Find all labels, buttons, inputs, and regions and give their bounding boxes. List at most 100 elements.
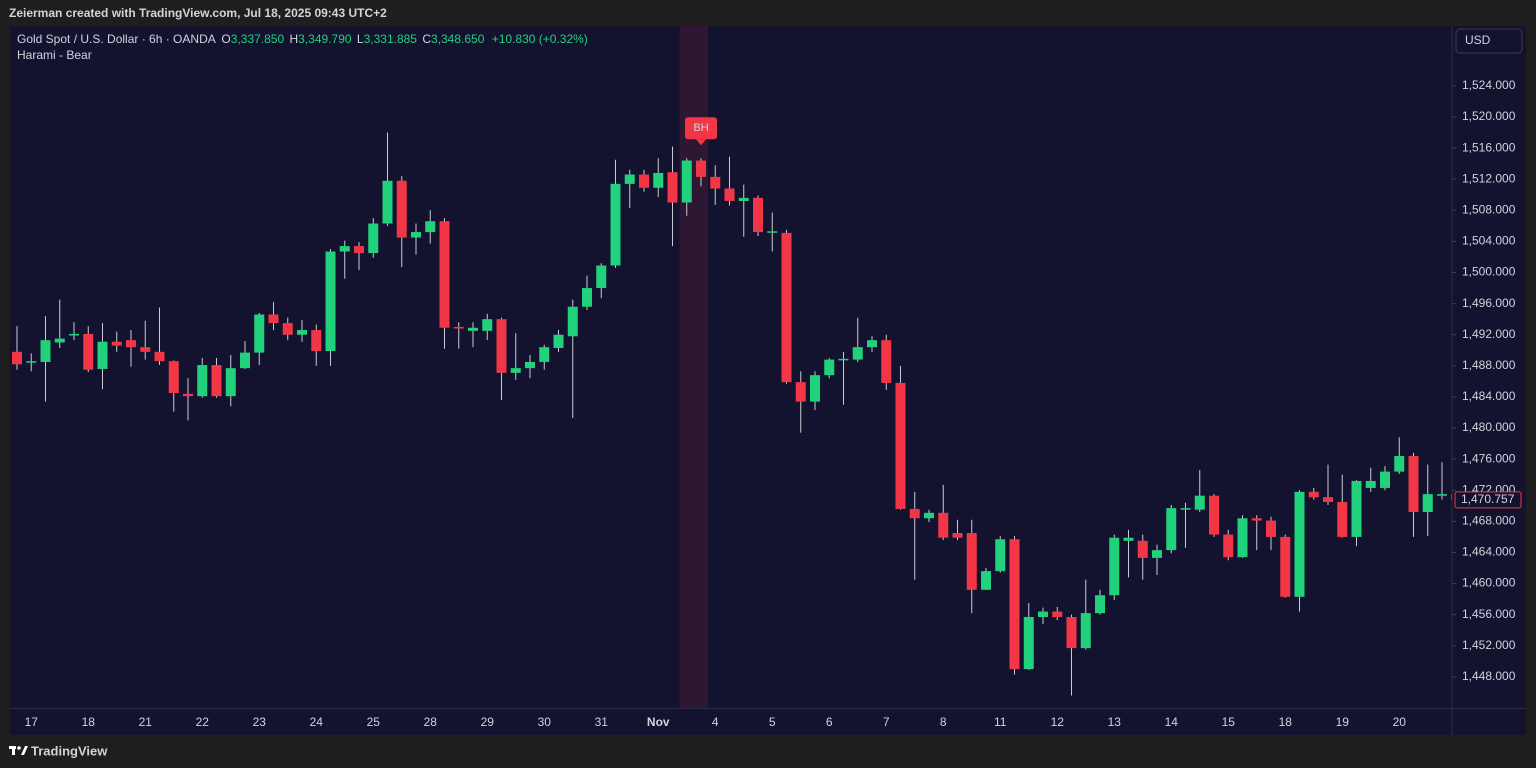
x-tick-label: 12 [1051,715,1065,729]
pattern-pointer [696,139,706,146]
candle-body [1237,518,1248,558]
y-tick-label: 1,488.000 [1462,358,1516,372]
candle-body [1052,611,1063,618]
candle-body [1066,617,1077,649]
candle-body [411,232,421,238]
candle-body [1337,501,1348,537]
x-tick-label: 14 [1165,715,1179,729]
candle-body [1180,508,1191,510]
candle-body [396,180,407,238]
ohlc-key: C [422,32,431,46]
ohlc-value: 3,337.850 [231,32,285,46]
ohlc-key: L [357,32,364,46]
candle-body [211,365,222,397]
candle-body [1038,611,1048,618]
candle-body [966,533,977,590]
candle-body [1394,456,1405,472]
candle-body [1408,456,1419,513]
x-tick-label: 28 [424,715,438,729]
x-tick-label: 6 [826,715,833,729]
candle-body [1323,497,1333,502]
candle-body [838,358,849,361]
candle-body [1422,494,1433,513]
y-tick-label: 1,516.000 [1462,140,1516,154]
credit: Zeierman created with TradingView.com, J… [9,6,387,20]
candle-body [867,340,877,348]
candle-body [482,319,493,331]
candle-body [696,160,706,177]
candle-body [453,326,464,329]
candle-body [126,340,136,348]
candle-body [83,333,94,370]
x-tick-label: 4 [712,715,719,729]
plot-area: BH [12,26,1452,708]
x-tick-label: 25 [367,715,381,729]
x-tick-label: Nov [647,715,670,729]
candle-body [610,183,621,266]
candle-body [810,375,820,402]
currency-label[interactable]: USD [1465,33,1491,47]
candle-body [382,180,393,224]
brand-logo [9,746,28,755]
chart-panel [10,26,1526,735]
candle-body [753,197,763,233]
candle-body [1294,491,1305,597]
candle-body [97,341,108,369]
candle-body [439,221,450,328]
ohlc-key: H [290,32,299,46]
time-axis: 17 18 21 22 23 24 25 28 29 30 31 Nov 4 5 6 7 8 11 12 13 14 15… [25,715,1407,729]
candle-body [354,246,364,254]
candle-body [297,330,307,335]
candle-body [1280,536,1291,597]
candle-body [40,340,51,362]
x-tick-label: 18 [1279,715,1293,729]
y-tick-label: 1,460.000 [1462,576,1516,590]
candle-body [240,352,250,369]
ohlc-key: O [221,32,230,46]
last-price-tag [1454,491,1522,509]
candle-body [1380,471,1390,488]
candle-body [1266,520,1276,537]
symbol-title: Gold Spot / U.S. Dollar · 6h · OANDA O3,… [17,32,588,46]
currency-button[interactable] [1455,28,1523,54]
candle-body [496,319,507,373]
candle-body [738,197,749,201]
symbol: Gold Spot / U.S. Dollar · 6h · OANDA [17,32,216,46]
x-tick-label: 24 [310,715,324,729]
candle-body [596,265,607,289]
ohlc-value: 3,348.650 [431,32,485,46]
change: +10.830 (+0.32%) [492,32,588,46]
candle-body [325,251,336,352]
candle-body [1365,480,1376,488]
indicator-name: Harami - Bear [17,48,92,62]
candle-body [1437,494,1447,496]
candle-body [881,340,892,383]
y-tick-label: 1,468.000 [1462,514,1516,528]
y-tick-label: 1,508.000 [1462,202,1516,216]
candle-body [852,347,863,360]
y-tick-label: 1,504.000 [1462,234,1516,248]
candle-body [282,323,293,335]
y-tick-label: 1,524.000 [1462,78,1516,92]
candle-body [553,334,564,348]
candle-body [1251,518,1262,521]
x-tick-label: 15 [1222,715,1236,729]
candle-body [111,341,122,346]
candle-body [1351,480,1362,537]
candle-body [724,188,735,201]
candle-body [1209,495,1219,535]
y-tick-label: 1,520.000 [1462,109,1516,123]
candle-body [1123,537,1134,541]
candle-body [938,512,949,538]
y-tick-label: 1,448.000 [1462,669,1516,683]
x-tick-label: 20 [1393,715,1407,729]
y-tick-label: 1,496.000 [1462,296,1516,310]
brand: TradingView [31,743,108,758]
candle-body [952,533,963,538]
candle-body [624,174,635,184]
candle-body [924,512,934,519]
candle-body [767,231,778,233]
candle-body [567,306,578,337]
x-tick-label: 19 [1336,715,1350,729]
